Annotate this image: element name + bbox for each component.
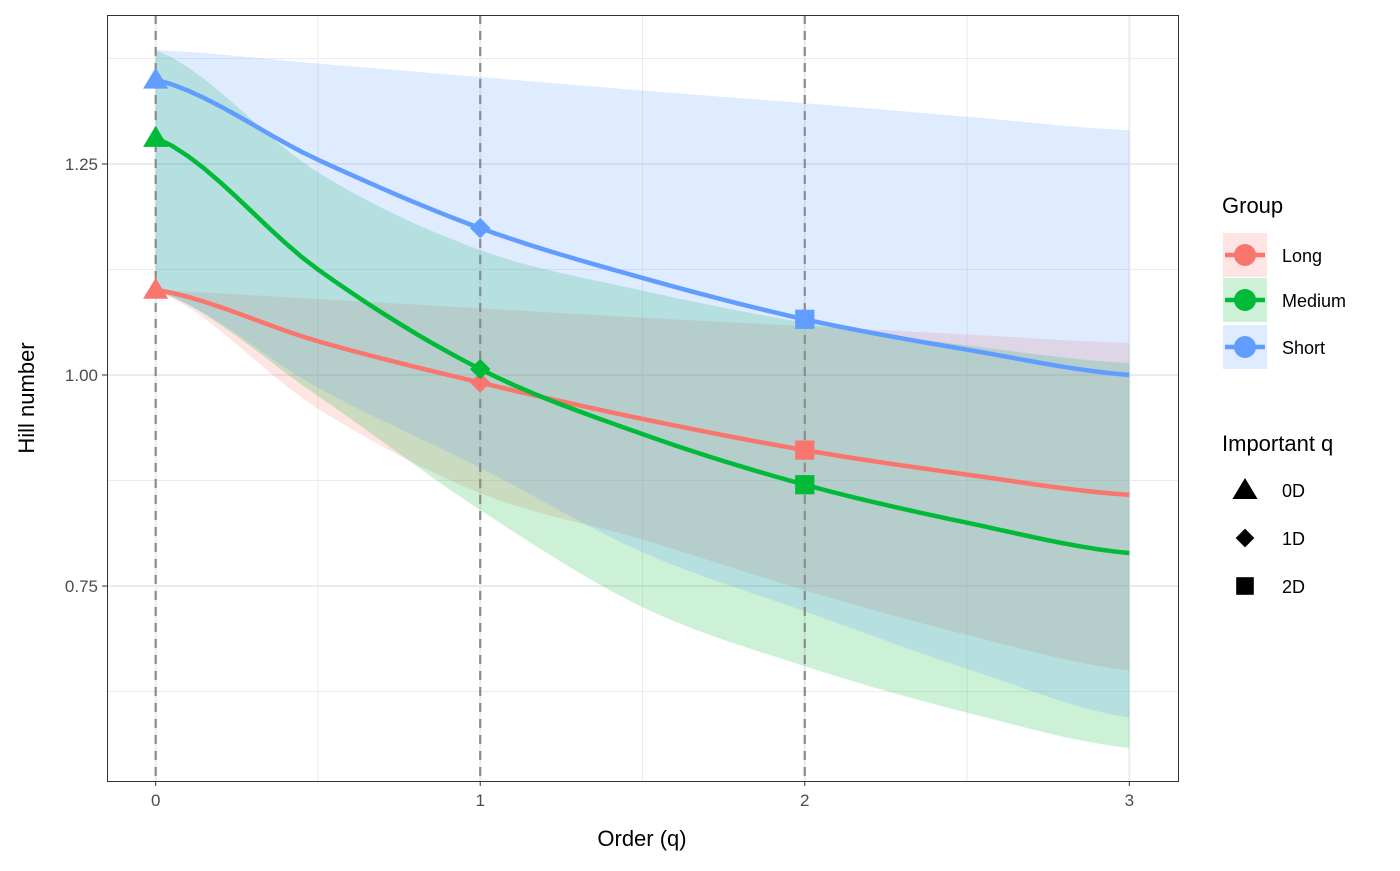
legend-group-title: Group: [1222, 193, 1283, 218]
plot-panel-border: [107, 15, 1179, 782]
ribbon-medium: [155, 50, 1130, 749]
grid-lines: [107, 15, 1178, 781]
x-tick-label: 3: [1125, 791, 1134, 810]
x-axis-label: Order (q): [597, 826, 686, 851]
line-long: [155, 287, 1130, 498]
y-tick-label: 0.75: [65, 577, 98, 596]
legend-label-medium: Medium: [1282, 291, 1346, 311]
legend: Group Important q Long Medium Short 0D 1D 2D: [1222, 193, 1346, 597]
legend-label-2d: 2D: [1282, 577, 1305, 597]
legend-square-icon: [1236, 577, 1254, 595]
legend-shape-title: Important q: [1222, 431, 1333, 456]
ribbon-long: [155, 290, 1130, 671]
series-markers: [143, 67, 815, 495]
marker-medium-1d: [470, 358, 491, 380]
series-lines: [154, 77, 1130, 556]
axes: 0 1 2 3 0.75 1.00 1.25: [65, 155, 1134, 810]
marker-medium-0d: [143, 125, 169, 147]
y-axis-label: Hill number: [14, 342, 39, 453]
x-tick-label: 2: [800, 791, 809, 810]
marker-medium-2d: [795, 475, 815, 495]
confidence-ribbons: [155, 50, 1130, 749]
legend-label-short: Short: [1282, 338, 1325, 358]
ribbon-short: [155, 50, 1130, 718]
marker-long-0d: [143, 277, 169, 299]
marker-short-0d: [143, 67, 169, 89]
x-tick-label: 0: [151, 791, 160, 810]
line-short: [155, 77, 1130, 378]
marker-long-1d: [470, 372, 491, 393]
marker-short-1d: [470, 217, 491, 239]
legend-point-long: [1234, 244, 1256, 266]
y-tick-label: 1.25: [65, 155, 98, 174]
legend-diamond-icon: [1235, 528, 1255, 548]
legend-point-short: [1234, 336, 1256, 358]
legend-point-medium: [1234, 289, 1256, 311]
legend-label-0d: 0D: [1282, 481, 1305, 501]
legend-triangle-icon: [1232, 478, 1258, 499]
marker-long-2d: [795, 440, 815, 460]
legend-label-long: Long: [1282, 246, 1322, 266]
line-medium: [154, 135, 1130, 556]
y-tick-label: 1.00: [65, 366, 98, 385]
legend-label-1d: 1D: [1282, 529, 1305, 549]
x-tick-label: 1: [475, 791, 484, 810]
marker-short-2d: [795, 309, 815, 329]
